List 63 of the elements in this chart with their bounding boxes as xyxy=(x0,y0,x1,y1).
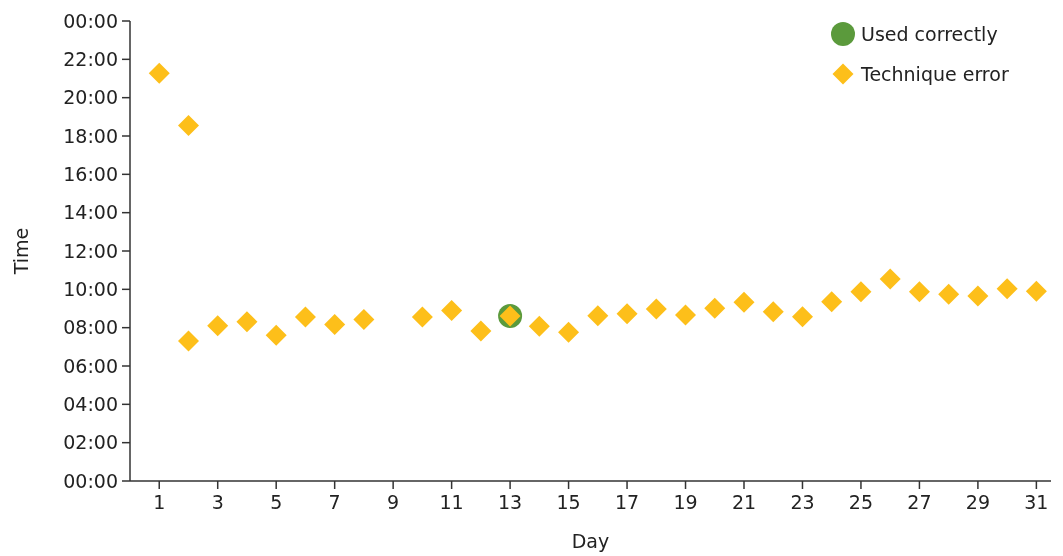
point xyxy=(411,306,433,328)
point xyxy=(821,291,843,313)
x-tick-label: 9 xyxy=(387,491,400,513)
point xyxy=(265,324,287,346)
point xyxy=(967,285,989,307)
point xyxy=(587,305,609,327)
x-tick-label: 19 xyxy=(673,491,698,513)
point xyxy=(236,311,258,333)
x-tick-label: 5 xyxy=(270,491,283,513)
x-tick-label: 27 xyxy=(907,491,932,513)
legend-label: Used correctly xyxy=(861,22,998,45)
point xyxy=(324,313,346,335)
point xyxy=(207,315,229,337)
point xyxy=(1025,280,1047,302)
y-tick-label: 22:00 xyxy=(63,47,118,70)
point xyxy=(791,306,813,328)
point xyxy=(675,304,697,326)
point xyxy=(294,306,316,328)
point xyxy=(616,303,638,325)
x-tick-label: 29 xyxy=(965,491,990,513)
y-tick-label: 10:00 xyxy=(63,277,118,300)
x-tick-label: 1 xyxy=(153,491,166,513)
point xyxy=(528,315,550,337)
y-tick-label: 06:00 xyxy=(63,354,118,377)
point xyxy=(762,301,784,323)
x-tick-label: 7 xyxy=(328,491,341,513)
point xyxy=(470,320,492,342)
point xyxy=(353,308,375,330)
y-tick-label: 20:00 xyxy=(63,86,118,109)
y-tick-label: 14:00 xyxy=(63,201,118,224)
point xyxy=(148,62,170,84)
point xyxy=(879,268,901,290)
point xyxy=(704,297,726,319)
point xyxy=(908,281,930,303)
y-tick-label: 12:00 xyxy=(63,239,118,262)
x-tick-label: 17 xyxy=(614,491,640,513)
y-tick-label: 00:00 xyxy=(63,469,118,492)
x-tick-label: 3 xyxy=(211,491,224,513)
y-tick-label: 18:00 xyxy=(63,124,118,147)
point xyxy=(996,278,1018,300)
x-tick-label: 25 xyxy=(848,491,874,513)
y-tick-label: 02:00 xyxy=(63,431,118,454)
point xyxy=(733,291,755,313)
point xyxy=(938,283,960,305)
point xyxy=(441,299,463,321)
x-tick-label: 15 xyxy=(556,491,581,513)
y-tick-label: 08:00 xyxy=(63,316,118,339)
x-tick-label: 21 xyxy=(731,491,757,513)
y-tick-label: 00:00 xyxy=(63,9,118,32)
point xyxy=(177,330,199,352)
point xyxy=(558,321,580,343)
point xyxy=(850,281,872,303)
point xyxy=(645,298,667,320)
x-axis-title: Day xyxy=(571,530,610,552)
y-tick-label: 04:00 xyxy=(63,392,118,415)
x-tick-label: 13 xyxy=(498,491,523,513)
x-tick-label: 31 xyxy=(1024,491,1049,513)
legend-label: Technique error xyxy=(860,62,1009,85)
y-axis-title: Time xyxy=(10,227,32,276)
y-tick-label: 16:00 xyxy=(63,162,118,185)
x-tick-label: 23 xyxy=(790,491,815,513)
point xyxy=(177,114,199,136)
x-tick-label: 11 xyxy=(439,491,464,513)
